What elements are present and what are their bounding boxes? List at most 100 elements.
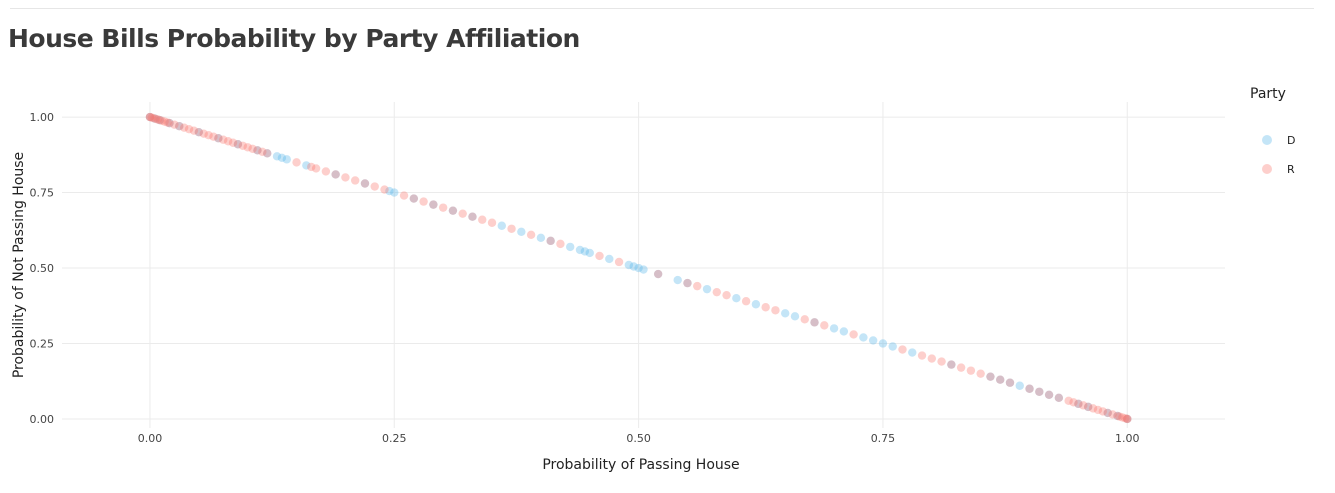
data-point-d (360, 179, 370, 188)
y-tick-label: 0.50 (30, 262, 55, 275)
data-point-r (360, 179, 370, 188)
data-point-r (419, 197, 428, 206)
data-point-r (370, 182, 379, 191)
data-point-r (331, 170, 340, 179)
x-tick-label: 0.50 (626, 432, 651, 445)
data-point-d (1103, 408, 1112, 418)
data-point-r (898, 345, 907, 354)
data-point-r (966, 366, 976, 375)
page-title: House Bills Probability by Party Affilia… (8, 24, 580, 53)
data-point-r (976, 369, 985, 378)
data-point-d (1113, 411, 1122, 421)
data-point-d (996, 375, 1005, 384)
data-point-d (781, 309, 790, 318)
data-point-r (1079, 401, 1088, 410)
data-point-r (614, 257, 624, 267)
data-point-r (248, 144, 257, 153)
data-point-r (1069, 398, 1078, 407)
data-point-r (175, 121, 184, 131)
data-point-r (263, 149, 272, 158)
data-point-r (1083, 402, 1093, 412)
data-point-r (233, 140, 243, 149)
data-point-d (1054, 393, 1064, 403)
data-point-d (1035, 387, 1044, 396)
data-point-r (927, 354, 937, 363)
data-point-d (605, 254, 614, 264)
data-point-r (184, 124, 194, 134)
data-point-d (233, 140, 243, 149)
data-point-r (1074, 399, 1083, 409)
data-point-d (1083, 402, 1093, 412)
x-tick-label: 0.25 (382, 432, 407, 445)
data-point-r (1123, 414, 1132, 424)
y-tick-label: 0.75 (30, 187, 55, 200)
data-point-r (1088, 404, 1098, 413)
data-point-r (1121, 414, 1130, 423)
data-point-r (238, 141, 248, 150)
data-point-d (517, 227, 526, 236)
data-point-r (771, 306, 780, 315)
data-point-r (1108, 410, 1117, 419)
data-point-d (272, 152, 282, 161)
data-point-r (800, 315, 809, 324)
data-point-r (820, 321, 829, 330)
data-point-d (150, 114, 160, 123)
data-point-d (639, 265, 648, 274)
data-point-d (585, 248, 594, 258)
x-axis-title: Probability of Passing House (542, 457, 739, 473)
data-point-r (253, 146, 262, 155)
data-point-d (390, 188, 399, 197)
data-point-r (683, 278, 692, 288)
data-point-d (536, 233, 546, 243)
data-point-d (1025, 384, 1034, 393)
data-point-d (673, 275, 682, 285)
data-point-r (1025, 384, 1034, 393)
data-point-d (634, 263, 643, 273)
data-point-r (761, 303, 770, 312)
data-point-r (1113, 411, 1122, 421)
data-point-r (163, 118, 172, 127)
data-point-d (839, 327, 849, 336)
data-point-d (790, 312, 800, 321)
data-point-r (1044, 390, 1054, 399)
data-point-d (580, 247, 590, 256)
data-point-d (702, 284, 712, 294)
data-point-d (908, 348, 917, 357)
data-point-r (1098, 407, 1108, 416)
data-point-d (282, 155, 291, 164)
data-point-d (829, 324, 839, 333)
data-point-d (155, 115, 164, 125)
data-point-d (429, 200, 438, 209)
data-point-r (429, 200, 438, 209)
data-point-r (468, 212, 477, 221)
data-point-r (209, 132, 218, 141)
data-point-r (151, 114, 161, 124)
data-point-r (199, 129, 208, 138)
data-point-r (917, 351, 927, 360)
legend-title: Party (1250, 86, 1286, 102)
data-point-r (478, 215, 487, 224)
data-point-r (157, 116, 166, 125)
data-point-r (149, 114, 159, 123)
data-point-d (653, 269, 663, 279)
top-divider (10, 8, 1314, 9)
y-tick-label: 0.25 (30, 337, 55, 350)
data-point-r (165, 118, 174, 128)
data-point-r (1118, 413, 1127, 422)
data-point-d (878, 339, 888, 348)
legend: Party D R (1250, 86, 1295, 176)
data-point-r (487, 218, 497, 227)
data-point-d (1123, 414, 1132, 424)
y-axis-title: Probability of Not Passing House (11, 152, 27, 378)
data-point-d (986, 372, 995, 381)
data-point-r (307, 162, 316, 172)
data-point-r (1123, 414, 1132, 424)
data-point-r (693, 281, 702, 291)
legend-marker-r (1262, 164, 1272, 174)
data-point-r (409, 194, 419, 203)
data-point-r (556, 239, 565, 249)
data-point-d (732, 294, 741, 303)
data-point-d (888, 342, 897, 351)
data-point-d (277, 153, 287, 163)
